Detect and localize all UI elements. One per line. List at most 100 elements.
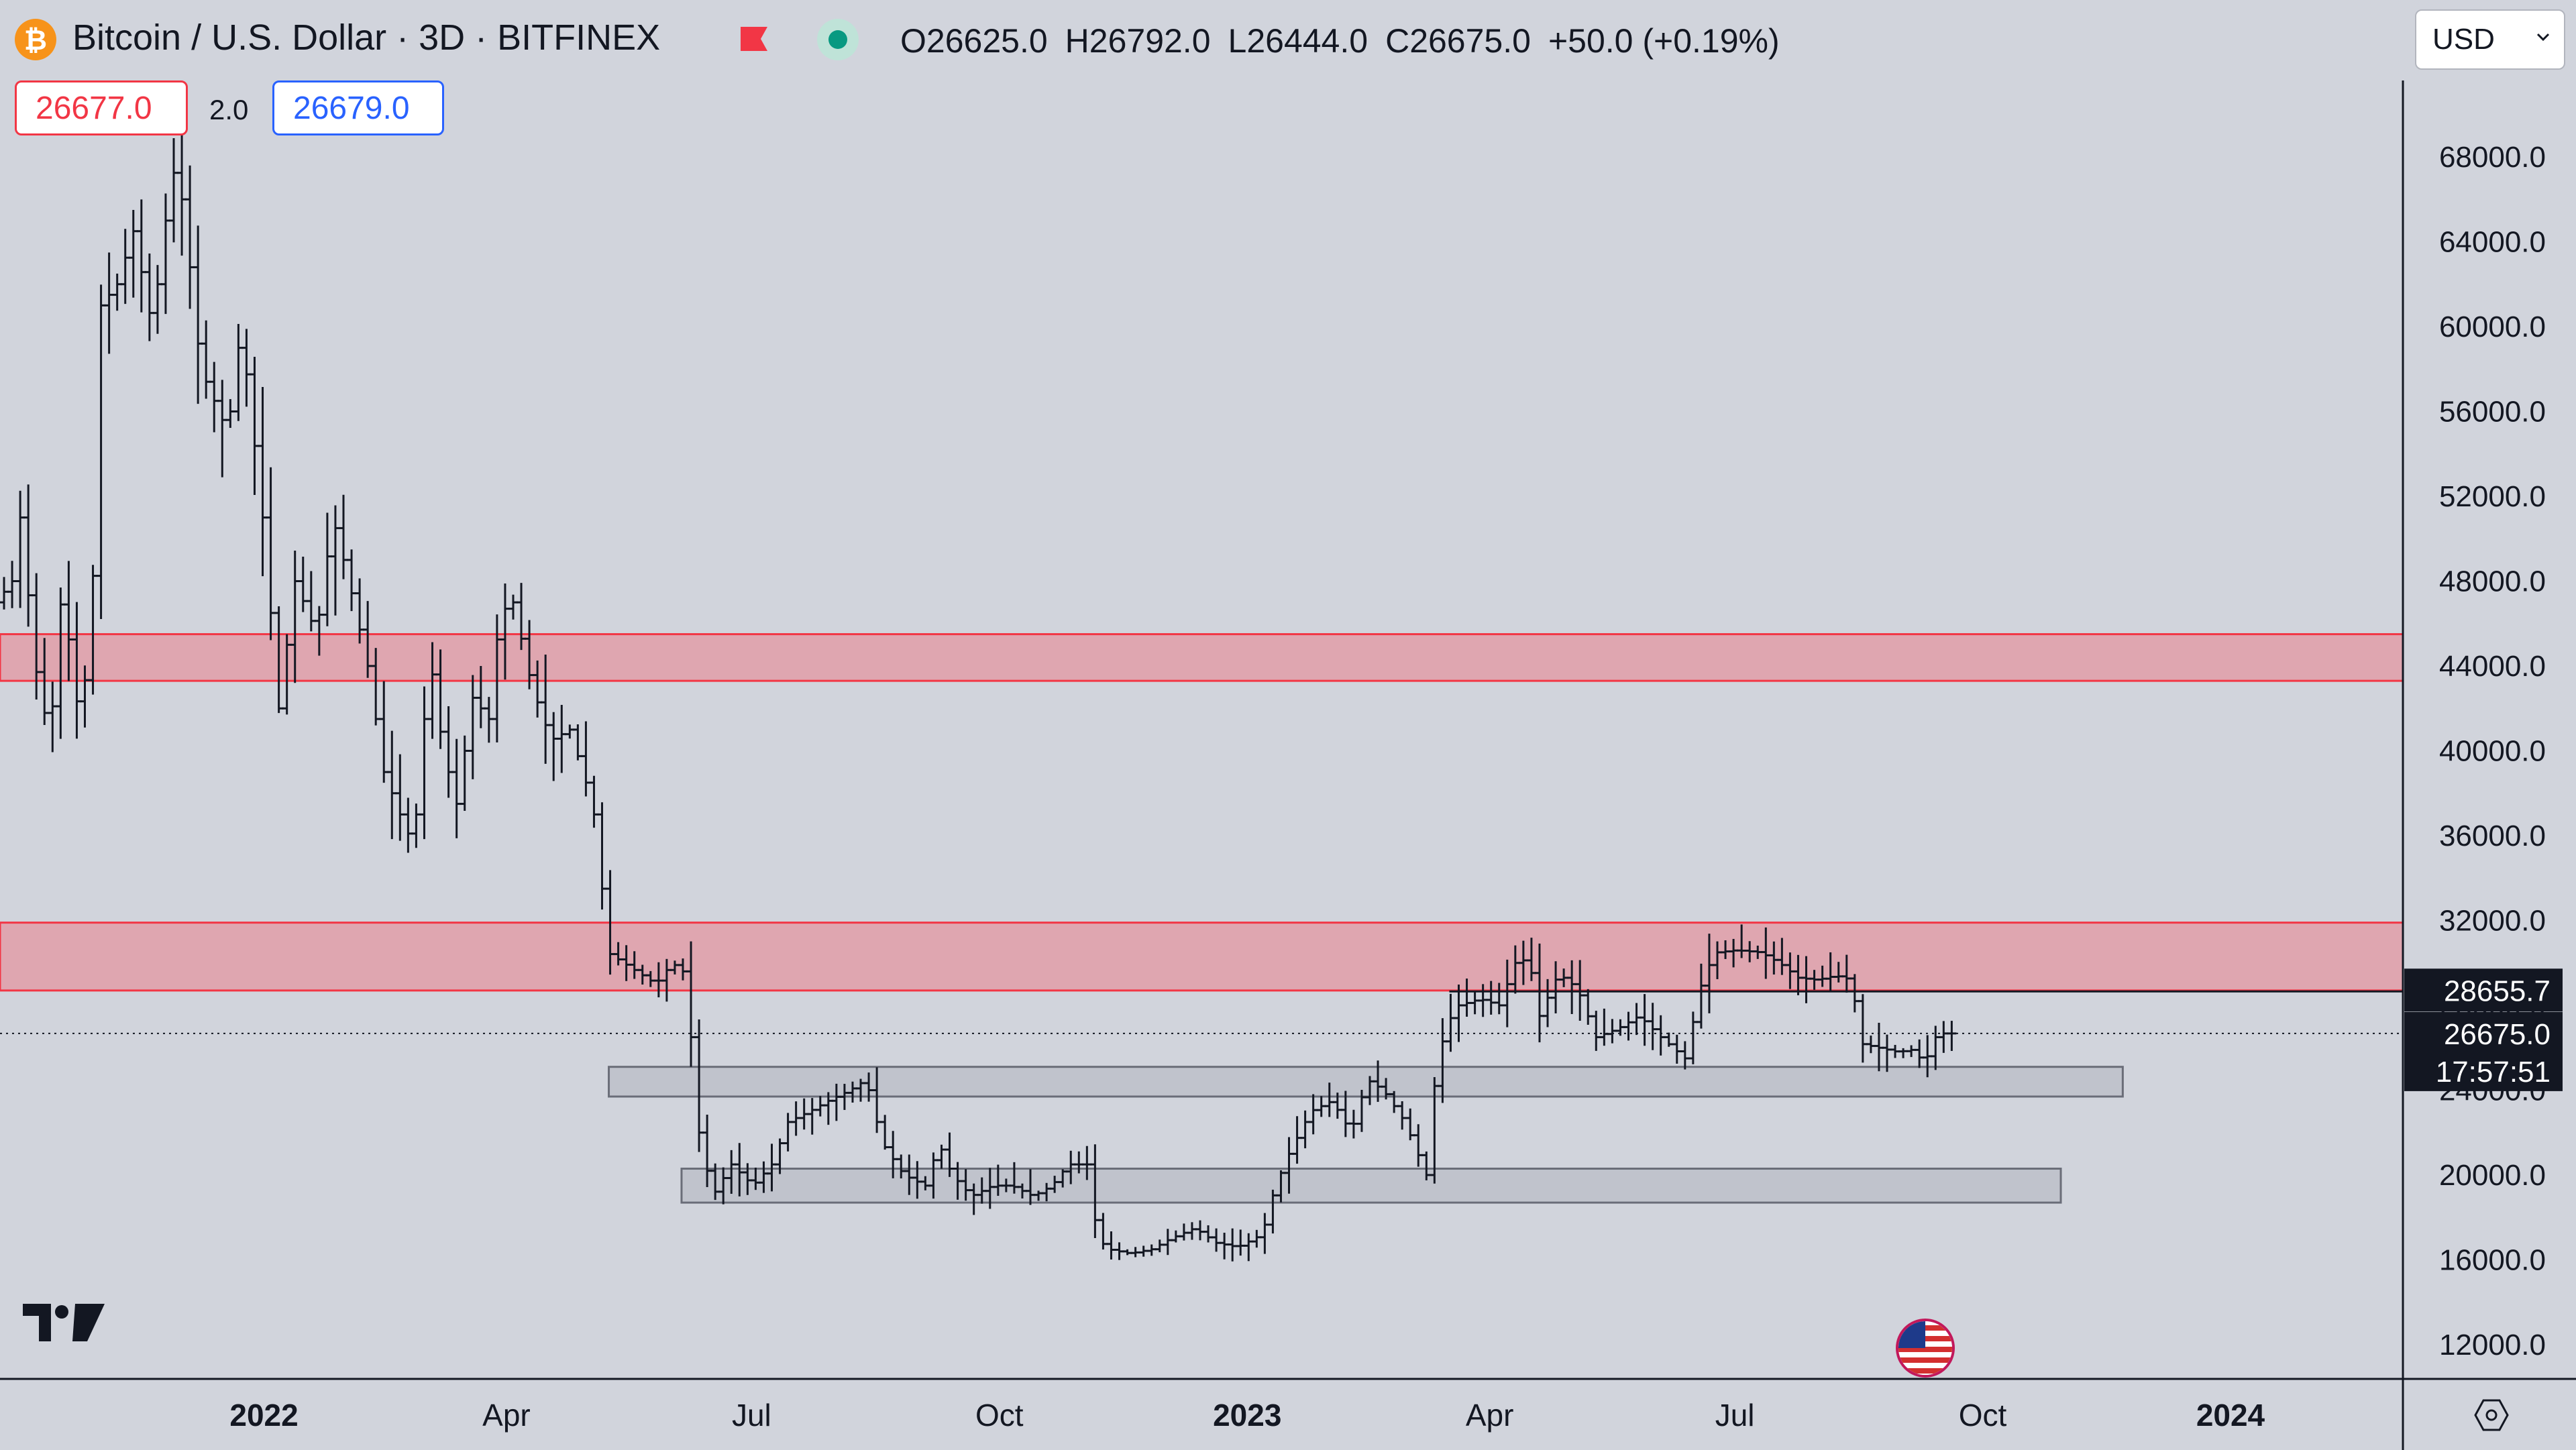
buy-button[interactable]: 26679.0	[272, 80, 444, 135]
ohlc-bar	[339, 494, 349, 579]
ohlc-bar	[1939, 1021, 1949, 1053]
ohlc-bar	[379, 681, 389, 783]
settings-icon[interactable]	[2473, 1396, 2510, 1434]
ohlc-bar	[1640, 994, 1650, 1046]
ohlc-bar	[1664, 1032, 1674, 1047]
ohlc-bar	[1413, 1124, 1424, 1167]
price-axis-label: 68000.0	[2439, 141, 2546, 174]
ohlc-bar	[1405, 1108, 1415, 1141]
ohlc-bar	[1220, 1233, 1230, 1260]
spread-value: 2.0	[209, 94, 249, 125]
price-axis-label: 40000.0	[2439, 735, 2546, 768]
support-zone[interactable]	[680, 1168, 2062, 1204]
ohlc-bar	[589, 775, 599, 828]
price-axis-label: 16000.0	[2439, 1244, 2546, 1277]
time-axis-label: Apr	[1466, 1398, 1514, 1433]
ohlc-bar	[15, 490, 25, 608]
currency-select[interactable]: USD	[2415, 9, 2565, 70]
ohlc-bar	[177, 116, 187, 256]
ohlc-bar	[330, 505, 340, 616]
zones-layer	[0, 633, 2404, 1204]
ohlc-bar	[201, 320, 211, 399]
ohlc-low: L26444.0	[1228, 22, 1368, 60]
ohlc-bar	[1179, 1223, 1189, 1241]
ohlc-bar	[1470, 991, 1480, 1015]
ohlc-bar	[112, 273, 122, 311]
ohlc-bar	[419, 686, 429, 840]
ohlc-bar	[1228, 1228, 1238, 1262]
sell-button[interactable]: 26677.0	[15, 80, 188, 135]
ohlc-bar	[104, 252, 114, 354]
ohlc-bar	[225, 399, 235, 428]
price-tags: 28655.7 26675.0 17:57:51	[2404, 968, 2563, 1091]
bitcoin-logo-icon: ₿	[15, 19, 56, 60]
ohlc-bar	[266, 467, 276, 640]
time-axis[interactable]: 2022 Apr Jul Oct 2023 Apr Jul Oct 2024	[229, 1398, 2265, 1433]
ohlc-bar	[1615, 1019, 1625, 1036]
time-axis-label: Jul	[732, 1398, 771, 1433]
tradingview-logo-icon[interactable]	[20, 1300, 107, 1347]
ohlc-bar	[1203, 1225, 1214, 1243]
ohlc-bar	[1915, 1039, 1925, 1068]
ohlc-bar	[193, 225, 203, 404]
us-flag-icon[interactable]	[1896, 1319, 1955, 1378]
ohlc-bar	[160, 193, 170, 315]
market-status-icon[interactable]	[817, 19, 859, 60]
ohlc-bar	[1171, 1230, 1181, 1243]
ohlc-bar	[815, 1096, 825, 1117]
ohlc-bar	[1340, 1091, 1350, 1137]
ohlc-close: C26675.0	[1385, 22, 1531, 60]
ohlc-bar	[1252, 1229, 1262, 1248]
ohlc-bar	[443, 706, 453, 798]
ohlc-bar	[250, 356, 260, 495]
flag-icon[interactable]	[739, 25, 769, 52]
chevron-down-icon	[2536, 33, 2550, 42]
time-axis-label: 2024	[2196, 1398, 2265, 1433]
ohlc-bar	[1583, 989, 1593, 1025]
ohlc-bar	[1212, 1228, 1222, 1252]
ohlc-bar	[258, 386, 268, 577]
ohlc-bar	[1446, 993, 1456, 1052]
ohlc-bar	[7, 561, 17, 608]
price-axis-label: 44000.0	[2439, 650, 2546, 683]
ohlc-bar	[1244, 1233, 1254, 1262]
currency-label: USD	[2432, 23, 2495, 56]
price-axis-label: 20000.0	[2439, 1159, 2546, 1192]
resistance-zone[interactable]	[0, 922, 2404, 992]
ohlc-bar	[1866, 1036, 1876, 1054]
ohlc-bar	[395, 754, 405, 841]
ohlc-open: O26625.0	[900, 22, 1048, 60]
ohlc-bar	[936, 1144, 947, 1169]
ohlc-bar	[23, 484, 34, 627]
svg-text:28655.7: 28655.7	[2444, 974, 2551, 1007]
ohlc-bar	[791, 1101, 801, 1136]
ohlc-bar	[136, 199, 146, 313]
ohlc-bar	[120, 229, 130, 304]
ohlc-bar	[1195, 1220, 1205, 1241]
price-axis-label: 52000.0	[2439, 480, 2546, 513]
price-axis[interactable]: 12000.016000.020000.024000.028000.032000…	[2439, 141, 2546, 1361]
ohlc-bar	[1656, 1015, 1666, 1056]
ohlc-bar	[468, 675, 478, 779]
ohlc-bar	[597, 802, 607, 910]
price-axis-label: 36000.0	[2439, 820, 2546, 852]
ohlc-bar	[241, 329, 252, 407]
time-axis-label: Oct	[975, 1398, 1024, 1433]
svg-text:26675.0: 26675.0	[2444, 1018, 2551, 1051]
price-axis-label: 32000.0	[2439, 905, 2546, 938]
ohlc-bar	[484, 697, 494, 743]
time-axis-label: Oct	[1959, 1398, 2007, 1433]
ohlc-bar	[1130, 1247, 1140, 1258]
ohlc-values: O26625.0 H26792.0 L26444.0 C26675.0 +50.…	[900, 21, 1780, 60]
time-axis-label: Apr	[482, 1398, 531, 1433]
time-axis-label: 2023	[1213, 1398, 1281, 1433]
symbol-title[interactable]: Bitcoin / U.S. Dollar · 3D · BITFINEX	[72, 17, 661, 58]
price-axis-label: 56000.0	[2439, 396, 2546, 429]
ohlc-bar	[1106, 1231, 1116, 1260]
ohlc-bar	[1397, 1101, 1407, 1130]
ohlc-bar	[185, 165, 195, 309]
ohlc-bar	[1680, 1041, 1690, 1070]
ohlc-bar	[169, 137, 179, 243]
